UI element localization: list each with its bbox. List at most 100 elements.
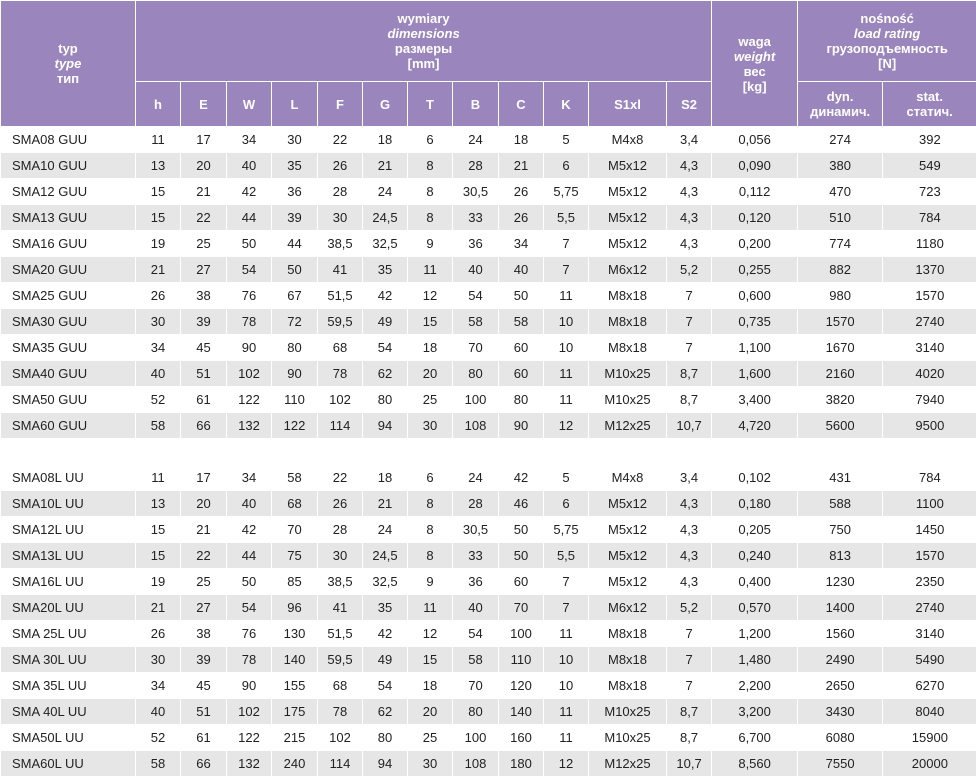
value-cell: 26 <box>318 153 363 179</box>
value-cell: 0,200 <box>712 231 798 257</box>
value-cell: 140 <box>499 699 544 725</box>
value-cell: 51,5 <box>318 283 363 309</box>
value-cell: 114 <box>318 751 363 777</box>
value-cell: M8x18 <box>589 647 667 673</box>
value-cell: 59,5 <box>318 309 363 335</box>
value-cell: 94 <box>363 413 408 439</box>
value-cell: 34 <box>136 335 181 361</box>
value-cell: 24 <box>453 465 499 491</box>
value-cell: 110 <box>499 647 544 673</box>
value-cell: 80 <box>453 699 499 725</box>
value-cell: 4,3 <box>667 543 712 569</box>
value-cell: 11 <box>136 127 181 153</box>
value-cell: 108 <box>453 413 499 439</box>
value-cell: 36 <box>272 179 318 205</box>
value-cell: 3,400 <box>712 387 798 413</box>
value-cell: M8x18 <box>589 283 667 309</box>
value-cell: 102 <box>227 699 272 725</box>
value-cell: 3140 <box>883 335 976 361</box>
value-cell: M5x12 <box>589 569 667 595</box>
value-cell: 5,2 <box>667 257 712 283</box>
value-cell: 5490 <box>883 647 976 673</box>
value-cell: 70 <box>453 335 499 361</box>
value-cell: 45 <box>181 335 227 361</box>
value-cell: 15 <box>136 543 181 569</box>
value-cell: 0,240 <box>712 543 798 569</box>
value-cell: 30 <box>136 647 181 673</box>
value-cell: M5x12 <box>589 231 667 257</box>
value-cell: 18 <box>363 127 408 153</box>
value-cell: 50 <box>499 543 544 569</box>
column-header-g: G <box>363 82 408 127</box>
value-cell: 102 <box>318 387 363 413</box>
value-cell: 20 <box>408 699 453 725</box>
value-cell: 11 <box>136 465 181 491</box>
value-cell: 10,7 <box>667 751 712 777</box>
value-cell: 21 <box>136 257 181 283</box>
value-cell: 0,600 <box>712 283 798 309</box>
value-cell: 431 <box>798 465 883 491</box>
value-cell: 54 <box>363 673 408 699</box>
value-cell: 11 <box>544 725 589 751</box>
type-cell: SMA16L UU <box>1 569 136 595</box>
value-cell: 12 <box>408 621 453 647</box>
value-cell: 50 <box>227 569 272 595</box>
value-cell: M5x12 <box>589 153 667 179</box>
value-cell: 42 <box>227 517 272 543</box>
value-cell: 80 <box>363 725 408 751</box>
value-cell: 12 <box>544 751 589 777</box>
value-cell: 2,200 <box>712 673 798 699</box>
value-cell: 30,5 <box>453 179 499 205</box>
value-cell: 30 <box>318 543 363 569</box>
value-cell: 38 <box>181 621 227 647</box>
value-cell: 30 <box>408 751 453 777</box>
value-cell: 1180 <box>883 231 976 257</box>
value-cell: 11 <box>544 361 589 387</box>
value-cell: 75 <box>272 543 318 569</box>
value-cell: 4,3 <box>667 153 712 179</box>
value-cell: 30 <box>318 205 363 231</box>
value-cell: 8 <box>408 543 453 569</box>
value-cell: M4x8 <box>589 127 667 153</box>
value-cell: 54 <box>453 283 499 309</box>
column-header-s2: S2 <box>667 82 712 127</box>
value-cell: 18 <box>499 127 544 153</box>
value-cell: 8 <box>408 205 453 231</box>
value-cell: 24 <box>363 179 408 205</box>
value-cell: 120 <box>499 673 544 699</box>
value-cell: 774 <box>798 231 883 257</box>
value-cell: 85 <box>272 569 318 595</box>
value-cell: 28 <box>318 517 363 543</box>
column-header-h: h <box>136 82 181 127</box>
value-cell: 32,5 <box>363 569 408 595</box>
value-cell: 3140 <box>883 621 976 647</box>
value-cell: 2740 <box>883 595 976 621</box>
value-cell: 750 <box>798 517 883 543</box>
value-cell: M5x12 <box>589 205 667 231</box>
value-cell: 62 <box>363 699 408 725</box>
value-cell: M12x25 <box>589 751 667 777</box>
value-cell: 12 <box>544 413 589 439</box>
value-cell: 470 <box>798 179 883 205</box>
value-cell: 49 <box>363 309 408 335</box>
value-cell: 24 <box>453 127 499 153</box>
value-cell: 8,7 <box>667 699 712 725</box>
value-cell: 39 <box>181 647 227 673</box>
value-cell: 100 <box>453 725 499 751</box>
value-cell: 34 <box>499 231 544 257</box>
value-cell: 2490 <box>798 647 883 673</box>
column-header-line: статич. <box>883 104 976 119</box>
group-spacer <box>1 439 976 465</box>
value-cell: 46 <box>499 491 544 517</box>
value-cell: 10 <box>544 309 589 335</box>
value-cell: 36 <box>453 231 499 257</box>
value-cell: 21 <box>181 179 227 205</box>
value-cell: 90 <box>272 361 318 387</box>
type-cell: SMA10L UU <box>1 491 136 517</box>
value-cell: 17 <box>181 127 227 153</box>
